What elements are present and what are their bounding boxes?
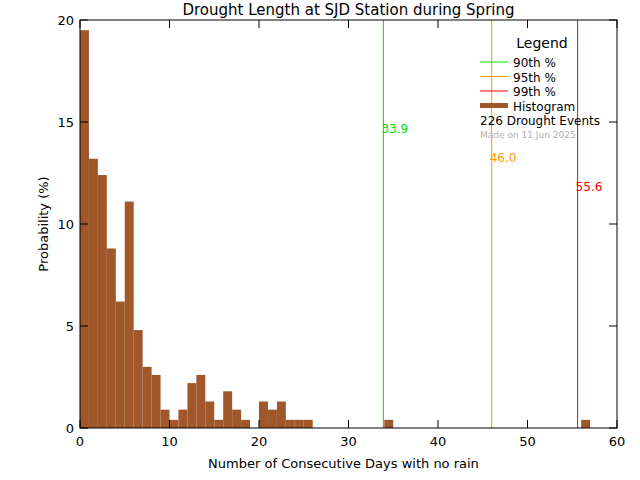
y-tick-label: 20 (57, 13, 74, 28)
bar (116, 302, 125, 428)
bar (107, 248, 116, 428)
x-axis-label: Number of Consecutive Days with no rain (208, 456, 479, 471)
x-tick-label: 0 (76, 434, 84, 449)
legend: Legend 90th %95th %99th %Histogram226 Dro… (480, 35, 600, 140)
percentile-line (577, 20, 578, 428)
legend-swatch (480, 91, 508, 92)
bar (80, 30, 89, 428)
x-tick (527, 420, 528, 428)
x-tick-top (259, 20, 260, 28)
x-tick-label: 10 (161, 434, 178, 449)
y-tick (80, 122, 88, 123)
legend-label: 95th % (513, 71, 556, 85)
x-tick (617, 420, 618, 428)
x-tick-label: 50 (519, 434, 536, 449)
x-tick (438, 420, 439, 428)
x-tick (80, 420, 81, 428)
bar (259, 401, 268, 428)
bar (581, 420, 590, 428)
bar (196, 375, 205, 428)
x-tick-top (438, 20, 439, 28)
bar (286, 420, 295, 428)
x-tick-top (169, 20, 170, 28)
percentile-label: 55.6 (576, 180, 603, 194)
legend-swatch (480, 62, 508, 63)
x-tick-label: 40 (430, 434, 447, 449)
bar (125, 202, 134, 428)
bar (178, 410, 187, 428)
background (0, 0, 640, 480)
x-tick-label: 20 (251, 434, 268, 449)
y-tick-right (609, 20, 617, 21)
legend-label: 90th % (513, 56, 556, 70)
y-tick-right (609, 428, 617, 429)
legend-label: 99th % (513, 85, 556, 99)
bar (295, 420, 304, 428)
bar (232, 410, 241, 428)
legend-title: Legend (516, 35, 567, 51)
y-tick (80, 224, 88, 225)
bar (161, 410, 170, 428)
bar (89, 159, 98, 428)
x-tick (259, 420, 260, 428)
percentile-line (383, 20, 384, 428)
y-tick-label: 10 (57, 217, 74, 232)
y-tick-right (609, 326, 617, 327)
x-tick-top (348, 20, 349, 28)
bar (98, 175, 107, 428)
x-tick-top (527, 20, 528, 28)
bar (241, 420, 250, 428)
bar (384, 420, 393, 428)
legend-label: Histogram (513, 100, 575, 114)
bar (214, 420, 223, 428)
y-tick (80, 326, 88, 327)
bar (205, 401, 214, 428)
y-tick-right (609, 122, 617, 123)
x-tick-top (80, 20, 81, 28)
x-tick-label: 30 (340, 434, 357, 449)
x-tick (348, 420, 349, 428)
y-tick-label: 15 (57, 115, 74, 130)
bar (170, 420, 179, 428)
made-on: Made on 11 Jun 2025 (480, 130, 576, 140)
bars (80, 30, 590, 428)
y-tick-right (609, 224, 617, 225)
plot-frame (80, 20, 617, 428)
events-label: 226 Drought Events (480, 114, 600, 128)
bar (277, 401, 286, 428)
bar (223, 391, 232, 428)
x-tick (169, 420, 170, 428)
x-tick-label: 60 (609, 434, 626, 449)
reference-lines (383, 20, 577, 428)
y-tick (80, 20, 88, 21)
bar (187, 383, 196, 428)
y-tick (80, 428, 88, 429)
x-tick-top (617, 20, 618, 28)
y-tick-label: 5 (66, 319, 74, 334)
legend-swatch (480, 103, 508, 108)
bar (268, 410, 277, 428)
bar (134, 330, 143, 428)
chart: Drought Length at SJD Station during Spr… (0, 0, 640, 480)
percentile-label: 46.0 (490, 151, 517, 165)
y-tick-label: 0 (66, 421, 74, 436)
y-axis-label: Probability (%) (36, 176, 51, 271)
bar (152, 375, 161, 428)
bar (143, 367, 152, 428)
percentile-label: 33.9 (381, 122, 408, 136)
bar (304, 420, 313, 428)
percentile-line (491, 20, 492, 428)
title: Drought Length at SJD Station during Spr… (182, 1, 514, 19)
legend-swatch (480, 76, 508, 77)
